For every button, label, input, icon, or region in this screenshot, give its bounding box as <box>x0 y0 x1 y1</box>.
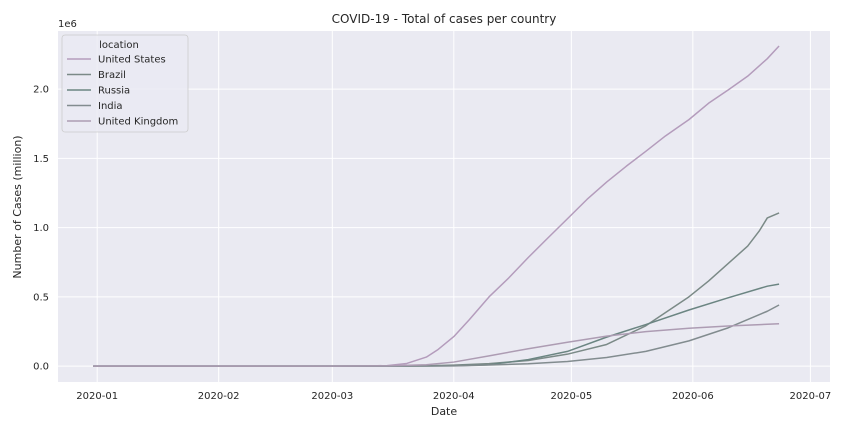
x-axis-label: Date <box>431 405 458 418</box>
legend-label-united-kingdom: United Kingdom <box>98 117 178 128</box>
x-tick-label: 2020-05 <box>550 391 592 402</box>
x-tick-label: 2020-04 <box>433 391 475 402</box>
x-axis-ticks: 2020-01 2020-02 2020-03 2020-04 2020-05 2020-… <box>76 391 831 402</box>
x-tick-label: 2020-01 <box>76 391 118 402</box>
x-tick-label: 2020-02 <box>198 391 240 402</box>
x-tick-label: 2020-03 <box>311 391 353 402</box>
y-tick-label: 0.5 <box>33 292 49 303</box>
y-tick-label: 2.0 <box>33 85 49 96</box>
legend-items: United States Brazil Russia India United Kin… <box>67 55 178 128</box>
legend-label-russia: Russia <box>98 86 130 97</box>
x-tick-label: 2020-07 <box>790 391 832 402</box>
series-line-united-kingdom <box>93 322 780 367</box>
y-tick-label: 1.5 <box>33 154 49 165</box>
series-lines <box>93 45 780 367</box>
y-axis-ticks: 0.0 0.5 1.0 1.5 2.0 <box>33 85 49 373</box>
legend-label-brazil: Brazil <box>98 70 126 81</box>
legend-box <box>61 34 189 133</box>
y-axis-label: Number of Cases (million) <box>11 135 24 278</box>
chart-title: COVID-19 - Total of cases per country <box>332 12 557 26</box>
y-offset-label: 1e6 <box>58 19 77 30</box>
y-tick-label: 0.0 <box>33 362 49 373</box>
x-tick-label: 2020-06 <box>672 391 714 402</box>
legend-label-india: India <box>98 101 123 112</box>
y-tick-label: 1.0 <box>33 223 49 234</box>
legend: location United StatesBrazilRussiaIndiaU… <box>61 34 189 133</box>
legend-title: location <box>99 40 139 51</box>
legend-label-united-states: United States <box>98 55 166 66</box>
